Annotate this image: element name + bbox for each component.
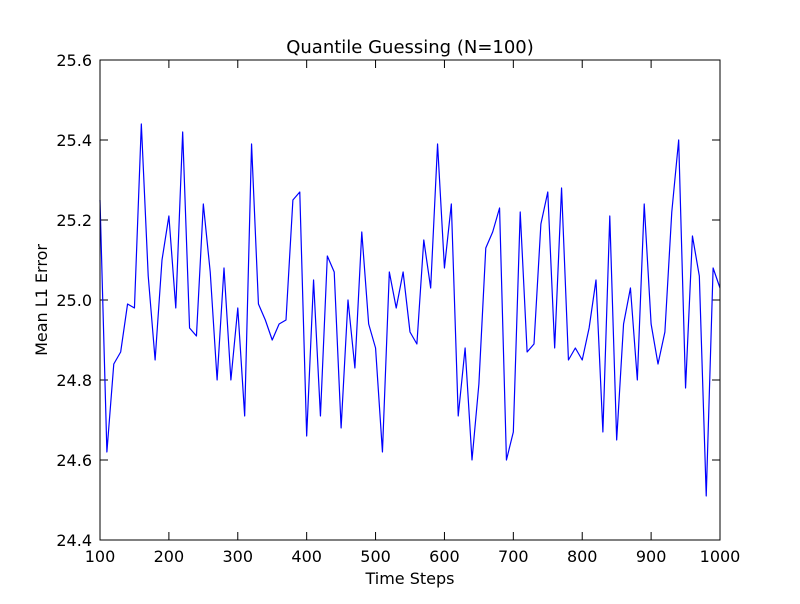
plot-area — [100, 60, 720, 540]
y-tick-label: 24.4 — [56, 531, 92, 550]
y-tick-label: 24.6 — [56, 451, 92, 470]
y-tick-label: 25.4 — [56, 131, 92, 150]
x-tick-label: 1000 — [700, 547, 741, 566]
x-tick-label: 700 — [498, 547, 529, 566]
x-axis-ticks: 100 200 300 400 500 600 700 800 900 1000 — [85, 60, 741, 566]
x-tick-label: 400 — [291, 547, 322, 566]
x-axis-label: Time Steps — [364, 569, 454, 588]
series-line — [99, 123, 721, 497]
x-tick-label: 600 — [429, 547, 460, 566]
x-tick-label: 900 — [636, 547, 667, 566]
y-axis-label: Mean L1 Error — [32, 244, 51, 356]
y-tick-label: 25.6 — [56, 51, 92, 70]
x-tick-label: 200 — [154, 547, 185, 566]
plot-frame — [99, 59, 721, 541]
y-tick-label: 25.0 — [56, 291, 92, 310]
x-tick-label: 500 — [360, 547, 391, 566]
chart-title: Quantile Guessing (N=100) — [286, 37, 534, 58]
y-tick-label: 25.2 — [56, 211, 92, 230]
y-tick-label: 24.8 — [56, 371, 92, 390]
x-tick-label: 800 — [567, 547, 598, 566]
x-tick-label: 100 — [85, 547, 116, 566]
series-layer — [99, 123, 721, 497]
y-axis-ticks: 24.4 24.6 24.8 25.0 25.2 25.4 25.6 — [56, 51, 720, 550]
x-tick-label: 300 — [223, 547, 254, 566]
